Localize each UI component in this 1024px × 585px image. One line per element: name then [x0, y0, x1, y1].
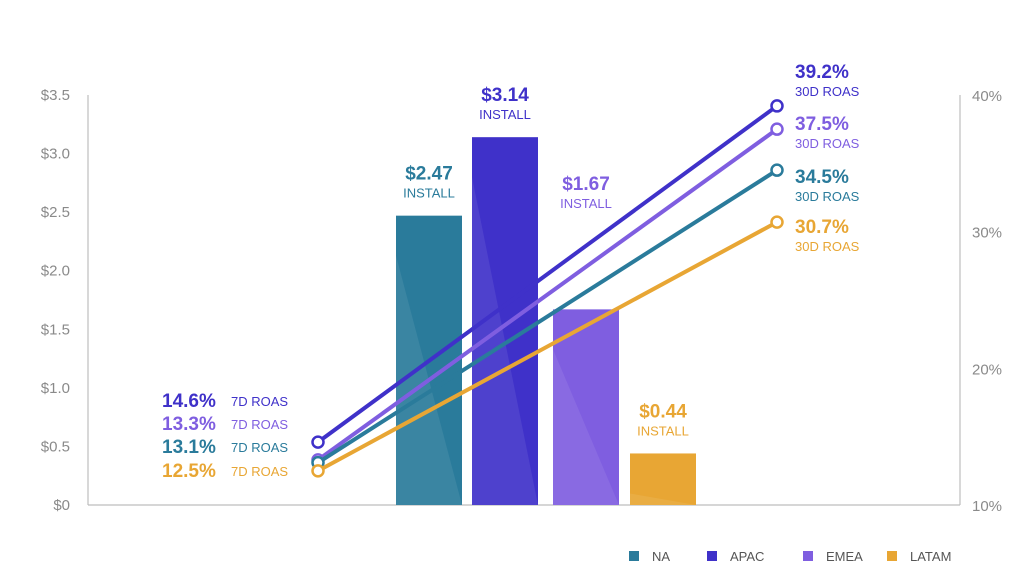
end-roas-value: 37.5%: [795, 114, 849, 135]
bar-emea: [553, 309, 619, 505]
legend-swatch-na: [629, 551, 639, 561]
end-roas-sublabel: 30D ROAS: [795, 239, 860, 254]
bar-value-label: $0.44: [639, 401, 687, 422]
legend: NA APAC EMEA LATAM: [629, 549, 951, 564]
bar-value-label: $2.47: [405, 164, 453, 185]
bar-sheen: [553, 349, 619, 505]
bar-sheen: [630, 493, 696, 505]
roas-end-point: [770, 215, 784, 229]
start-roas-value: 13.1%: [162, 437, 216, 458]
start-roas-value: 13.3%: [162, 414, 216, 435]
left-tick-label: $2.5: [41, 204, 70, 221]
axes: $0 $0.5 $1.0 $1.5 $2.0 $2.5 $3.0 $3.5 10% 20% 30% 4…: [41, 87, 1002, 515]
start-roas-value: 14.6%: [162, 391, 216, 412]
bar-value-label: $3.14: [481, 85, 529, 106]
start-roas-value: 12.5%: [162, 461, 216, 482]
value-labels: $2.47INSTALL$3.14INSTALL$1.67INSTALL$0.4…: [162, 62, 860, 482]
left-tick-label: $3.5: [41, 87, 70, 104]
start-roas-sublabel: 7D ROAS: [231, 464, 288, 479]
legend-swatch-latam: [887, 551, 897, 561]
end-roas-value: 30.7%: [795, 217, 849, 238]
end-roas-value: 39.2%: [795, 62, 849, 83]
end-roas-sublabel: 30D ROAS: [795, 189, 860, 204]
legend-label: APAC: [730, 549, 764, 564]
bar-value-label: $1.67: [562, 174, 610, 195]
bar-sheen: [472, 177, 538, 505]
bar-sublabel: INSTALL: [479, 107, 531, 122]
roas-line-emea: [316, 127, 779, 462]
left-tick-label: $1.0: [41, 380, 70, 397]
legend-label: NA: [652, 549, 670, 564]
bar-sublabel: INSTALL: [560, 196, 612, 211]
left-tick-label: $3.0: [41, 146, 70, 163]
left-tick-label: $2.0: [41, 263, 70, 280]
end-roas-sublabel: 30D ROAS: [795, 84, 860, 99]
right-tick-label: 30%: [972, 225, 1002, 242]
right-tick-label: 40%: [972, 88, 1002, 105]
start-roas-sublabel: 7D ROAS: [231, 417, 288, 432]
roas-end-point: [770, 122, 784, 136]
legend-label: LATAM: [910, 549, 951, 564]
end-roas-sublabel: 30D ROAS: [795, 136, 860, 151]
legend-swatch-emea: [803, 551, 813, 561]
bar-sublabel: INSTALL: [637, 423, 689, 438]
roas-end-point: [770, 163, 784, 177]
left-tick-label: $0.5: [41, 438, 70, 455]
legend-label: EMEA: [826, 549, 863, 564]
right-tick-label: 20%: [972, 361, 1002, 378]
left-tick-label: $1.5: [41, 321, 70, 338]
roas-start-point: [311, 435, 325, 449]
bar-latam: [630, 453, 696, 505]
end-roas-value: 34.5%: [795, 167, 849, 188]
start-roas-sublabel: 7D ROAS: [231, 394, 288, 409]
right-tick-label: 10%: [972, 498, 1002, 515]
roas-line-na: [316, 168, 779, 465]
roas-start-point: [311, 464, 325, 478]
roas-lines: [311, 99, 784, 478]
roas-line-latam: [316, 220, 779, 473]
left-tick-label: $0: [53, 497, 70, 514]
roas-line-apac: [316, 103, 779, 445]
roas-end-point: [770, 99, 784, 113]
start-roas-sublabel: 7D ROAS: [231, 440, 288, 455]
bar-sublabel: INSTALL: [403, 186, 455, 201]
legend-swatch-apac: [707, 551, 717, 561]
